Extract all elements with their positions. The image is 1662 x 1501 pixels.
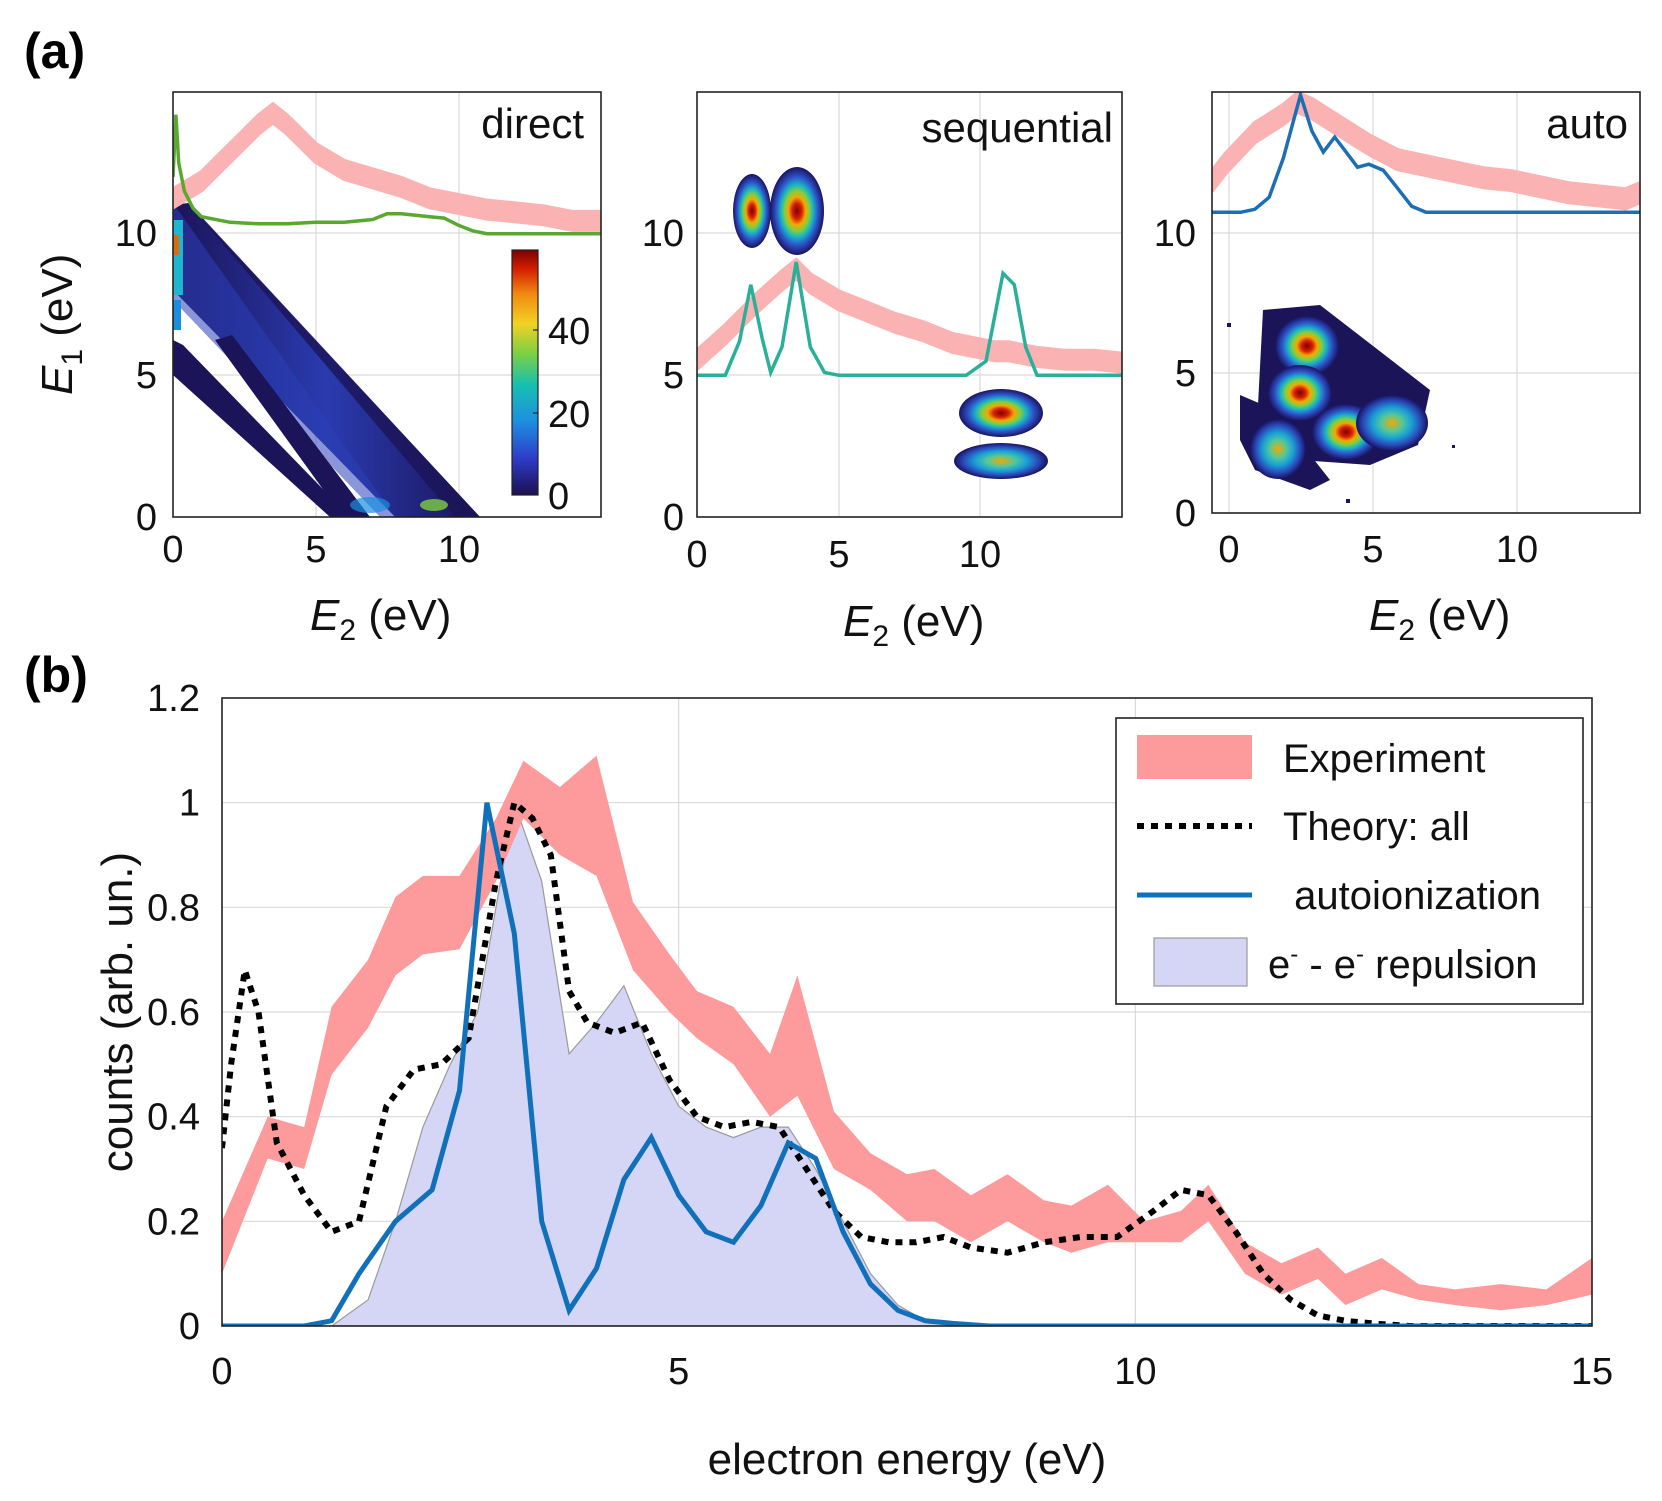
auto-heatmap	[1227, 140, 1455, 503]
seq-xtick-10: 10	[959, 534, 1001, 576]
direct-edge-mid	[173, 300, 181, 330]
sequential-xlabel: E2 (eV)	[843, 597, 984, 653]
panel-b-axes-frame	[221, 697, 1593, 1327]
direct-edge-hot	[173, 220, 183, 295]
auto-ytick-10: 10	[1154, 213, 1196, 255]
sequential-axes-frame	[696, 91, 1123, 518]
panel-b-ytick: 0.4	[147, 1097, 200, 1139]
panel-b-xlabel: electron energy (eV)	[708, 1435, 1107, 1484]
panel-b-ytick: 0.8	[147, 887, 200, 929]
auto-ytick-5: 5	[1175, 353, 1196, 395]
panel-b-ytick: 1.2	[147, 678, 200, 720]
panel-b-xtick: 15	[1571, 1351, 1613, 1393]
direct-ytick-5: 5	[136, 355, 157, 397]
colorbar-tick-20: 20	[548, 394, 590, 436]
auto-xlabel: E2 (eV)	[1369, 591, 1510, 647]
seq-spot-4	[954, 443, 1048, 479]
panel-b-ylabel: counts (arb. un.)	[93, 852, 142, 1172]
legend-swatch-experiment	[1137, 735, 1252, 779]
direct-experiment-curve	[173, 101, 601, 232]
panel-b-ytick: 0	[179, 1306, 200, 1348]
colorbar	[511, 249, 539, 496]
panel-b-xtick: 0	[211, 1351, 232, 1393]
direct-band-upper-core	[173, 205, 395, 517]
seq-ytick-10: 10	[642, 213, 684, 255]
legend-swatch-e-e-repulsion	[1153, 937, 1248, 987]
colorbar-tick-40: 40	[548, 311, 590, 353]
seq-spot-1	[733, 174, 771, 248]
direct-hotspot	[420, 499, 448, 511]
panel-b-plot: 0 5 10 15 0 0.2 0.4 0.6 0.8 1 1.2 electron energy …	[93, 678, 1613, 1484]
sequential-title: sequential	[922, 104, 1113, 151]
panel-b-ytick: 1	[179, 783, 200, 825]
auto-ytick-0: 0	[1175, 493, 1196, 535]
auto-theory-curve	[1212, 92, 1640, 215]
auto-experiment-curve	[1212, 92, 1640, 211]
direct-plot: 40 20 0 direct 0 5 10 0 5 10 E2 (eV) E1 …	[33, 91, 602, 647]
panel-b-ytick: 0.2	[147, 1201, 200, 1243]
panel-label-b: (b)	[24, 647, 88, 703]
legend-label-autoionization: autoionization	[1283, 874, 1541, 918]
sequential-heatmap	[733, 167, 1048, 479]
seq-xtick-0: 0	[686, 534, 707, 576]
auto-spot-4	[1356, 395, 1428, 451]
auto-plot: auto 0 5 10 0 5 10 E2 (eV)	[1154, 91, 1641, 647]
auto-xtick-5: 5	[1362, 529, 1383, 571]
sequential-experiment-curve	[697, 257, 1122, 374]
direct-heatmap	[173, 203, 480, 517]
auto-spot-5	[1250, 419, 1306, 479]
direct-xtick-0: 0	[162, 529, 183, 571]
series-autoionization-line	[222, 802, 1592, 1326]
legend-label-e-e-repulsion: e- - e- repulsion	[1268, 941, 1537, 987]
direct-xtick-10: 10	[438, 529, 480, 571]
series-e-e-repulsion-area	[222, 800, 1592, 1326]
sequential-plot: sequential 0 5 10 0 5 10 E2 (eV)	[642, 91, 1123, 653]
seq-xtick-5: 5	[828, 534, 849, 576]
legend: Experiment Theory: all autoionization e-…	[1115, 717, 1584, 1005]
panel-label-a: (a)	[24, 23, 85, 79]
direct-band-lower-2	[215, 335, 370, 517]
auto-axes-frame	[1211, 91, 1641, 514]
series-experiment-band	[222, 755, 1592, 1311]
legend-label-experiment: Experiment	[1283, 737, 1485, 781]
direct-title: direct	[481, 100, 584, 147]
auto-spot-1	[1275, 316, 1339, 376]
direct-ytick-0: 0	[136, 497, 157, 539]
direct-ylabel: E1 (eV)	[33, 254, 89, 395]
auto-xtick-10: 10	[1496, 529, 1538, 571]
direct-xtick-5: 5	[305, 529, 326, 571]
seq-spot-3	[959, 389, 1043, 437]
sequential-theory-curve	[697, 261, 1122, 378]
seq-ytick-0: 0	[663, 497, 684, 539]
direct-xlabel: E2 (eV)	[310, 591, 451, 647]
auto-title: auto	[1546, 100, 1628, 147]
direct-band-upper-edge	[188, 203, 480, 517]
auto-xtick-0: 0	[1218, 529, 1239, 571]
seq-ytick-5: 5	[663, 355, 684, 397]
direct-edge-peak	[173, 235, 179, 255]
panel-b-xtick: 10	[1114, 1351, 1156, 1393]
direct-ytick-10: 10	[115, 213, 157, 255]
seq-spot-2	[770, 167, 824, 255]
panel-b-ticks: 0 5 10 15 0 0.2 0.4 0.6 0.8 1 1.2	[147, 678, 1613, 1393]
direct-axes-frame	[172, 91, 602, 518]
direct-theory-curve	[173, 114, 601, 236]
panel-b-ytick: 0.6	[147, 992, 200, 1034]
colorbar-tick-0: 0	[548, 476, 569, 518]
legend-label-theory-all: Theory: all	[1283, 805, 1470, 849]
direct-hotspot-2	[350, 497, 390, 513]
direct-band-lower	[173, 340, 350, 517]
panel-b-xtick: 5	[668, 1351, 689, 1393]
auto-spot-2	[1268, 365, 1332, 421]
